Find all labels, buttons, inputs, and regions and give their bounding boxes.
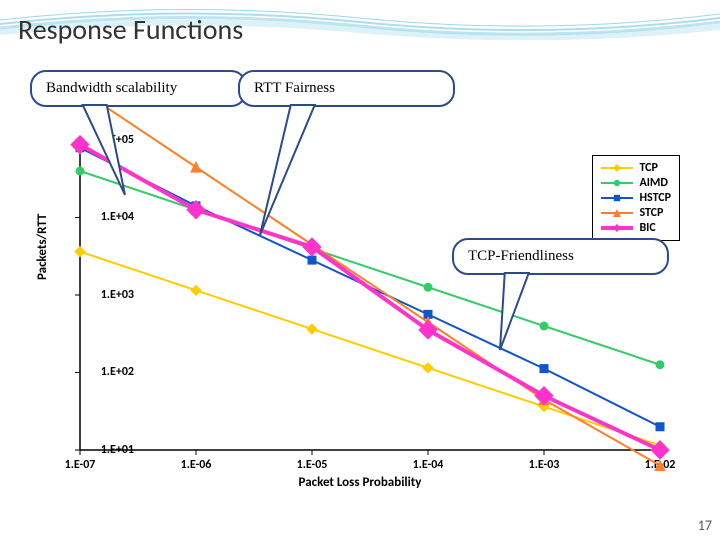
legend-item-tcp: TCP <box>601 161 671 175</box>
callout-bandwidth: Bandwidth scalability <box>30 70 247 107</box>
legend: TCP AIMD HSTCP STCP BIC <box>592 155 680 241</box>
callout-tcp: TCP-Friendliness <box>452 238 669 275</box>
page-number: 17 <box>698 517 712 534</box>
legend-item-aimd: AIMD <box>601 176 671 190</box>
legend-item-bic: BIC <box>601 221 671 235</box>
callout-rtt: RTT Fairness <box>238 70 455 107</box>
legend-item-stcp: STCP <box>601 206 671 220</box>
legend-item-hstcp: HSTCP <box>601 191 671 205</box>
